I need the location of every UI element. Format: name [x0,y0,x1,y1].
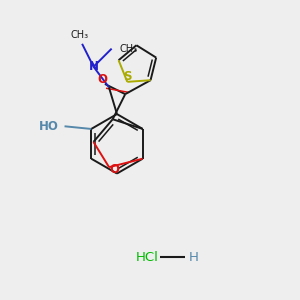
Text: CH₃: CH₃ [71,30,89,40]
Text: O: O [98,73,108,85]
Text: O: O [109,163,119,176]
Text: HCl: HCl [135,251,158,264]
Text: H: H [189,251,199,264]
Text: S: S [123,70,132,83]
Text: HO: HO [38,120,58,133]
Text: N: N [88,60,99,73]
Text: CH₃: CH₃ [119,44,137,54]
